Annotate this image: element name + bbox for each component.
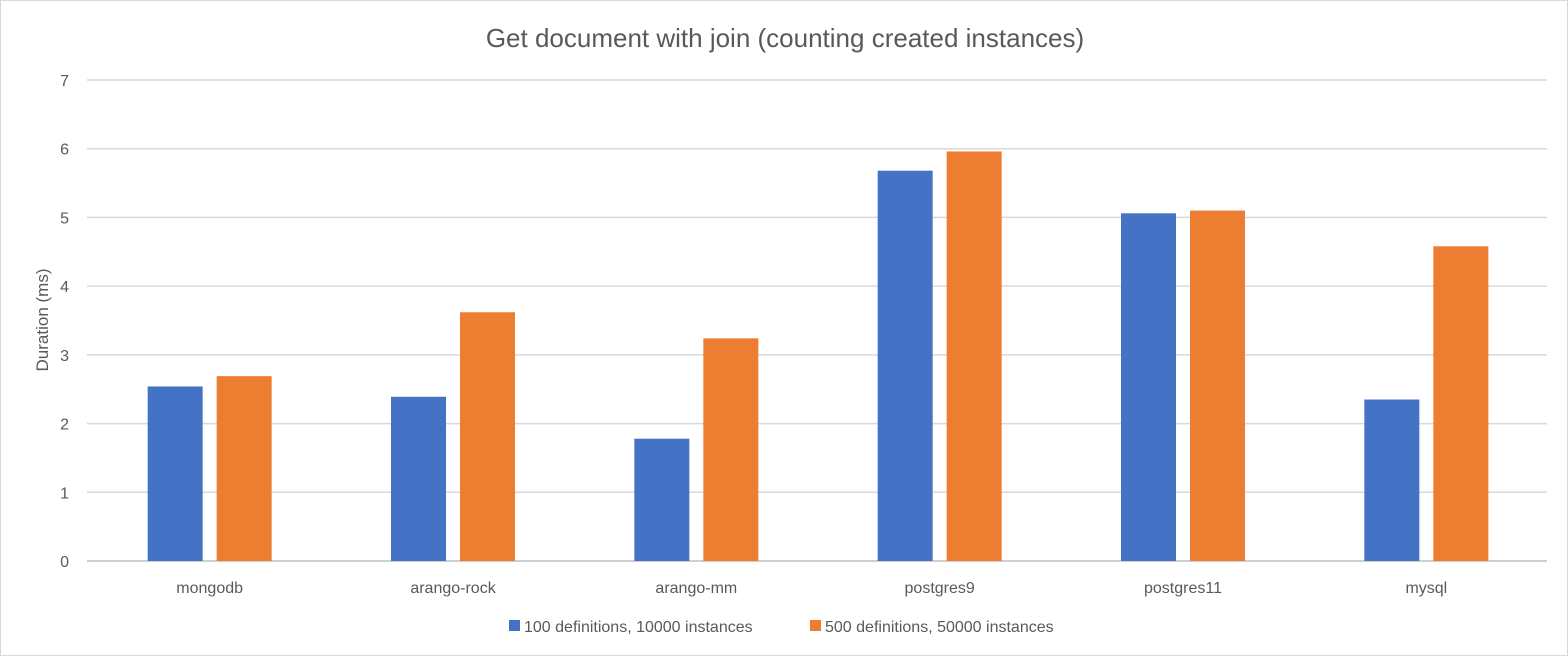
- gridlines: [87, 79, 1547, 562]
- bar-arango-mm-series-1: [634, 438, 690, 561]
- legend-swatch-series-2: [810, 620, 821, 631]
- legend-label-series-2: 500 definitions, 50000 instances: [825, 619, 1054, 636]
- x-tick-label-postgres9: postgres9: [905, 580, 975, 597]
- y-tick-label: 4: [60, 279, 69, 296]
- bar-arango-mm-series-2: [703, 338, 759, 561]
- y-tick-label: 1: [60, 485, 69, 502]
- y-tick-label: 6: [60, 142, 69, 159]
- bar-postgres11-series-2: [1190, 210, 1245, 562]
- legend: 100 definitions, 10000 instances 500 defi…: [509, 619, 1054, 636]
- bar-mongodb-series-2: [216, 376, 272, 561]
- bar-postgres9-series-1: [877, 170, 933, 561]
- y-axis-label: Duration (ms): [33, 269, 52, 372]
- y-tick-label: 3: [60, 348, 69, 365]
- y-axis-ticks: 0 1 2 3 4 5 6 7: [60, 73, 69, 571]
- y-tick-label: 0: [60, 554, 69, 571]
- y-tick-label: 7: [60, 73, 69, 90]
- legend-swatch-series-1: [509, 620, 520, 631]
- bar-arango-rock-series-2: [460, 312, 515, 561]
- bar-postgres9-series-2: [946, 151, 1002, 561]
- x-tick-label-postgres11: postgres11: [1144, 580, 1222, 597]
- x-axis-ticks: mongodb arango-rock arango-mm postgres9 post…: [176, 580, 1447, 597]
- bar-mongodb-series-1: [147, 386, 203, 561]
- x-tick-label-arango-rock: arango-rock: [410, 580, 496, 597]
- bar-arango-rock-series-1: [391, 396, 446, 561]
- bar-postgres11-series-1: [1121, 213, 1176, 561]
- x-tick-label-mysql: mysql: [1405, 580, 1447, 597]
- x-tick-label-arango-mm: arango-mm: [655, 580, 737, 597]
- bar-mysql-series-1: [1364, 399, 1420, 561]
- x-tick-label-mongodb: mongodb: [176, 580, 243, 597]
- y-tick-label: 2: [60, 417, 69, 434]
- legend-label-series-1: 100 definitions, 10000 instances: [524, 619, 753, 636]
- y-tick-label: 5: [60, 210, 69, 227]
- bar-mysql-series-2: [1433, 246, 1489, 561]
- chart-title: Get document with join (counting created…: [486, 23, 1084, 53]
- bars: [147, 151, 1489, 562]
